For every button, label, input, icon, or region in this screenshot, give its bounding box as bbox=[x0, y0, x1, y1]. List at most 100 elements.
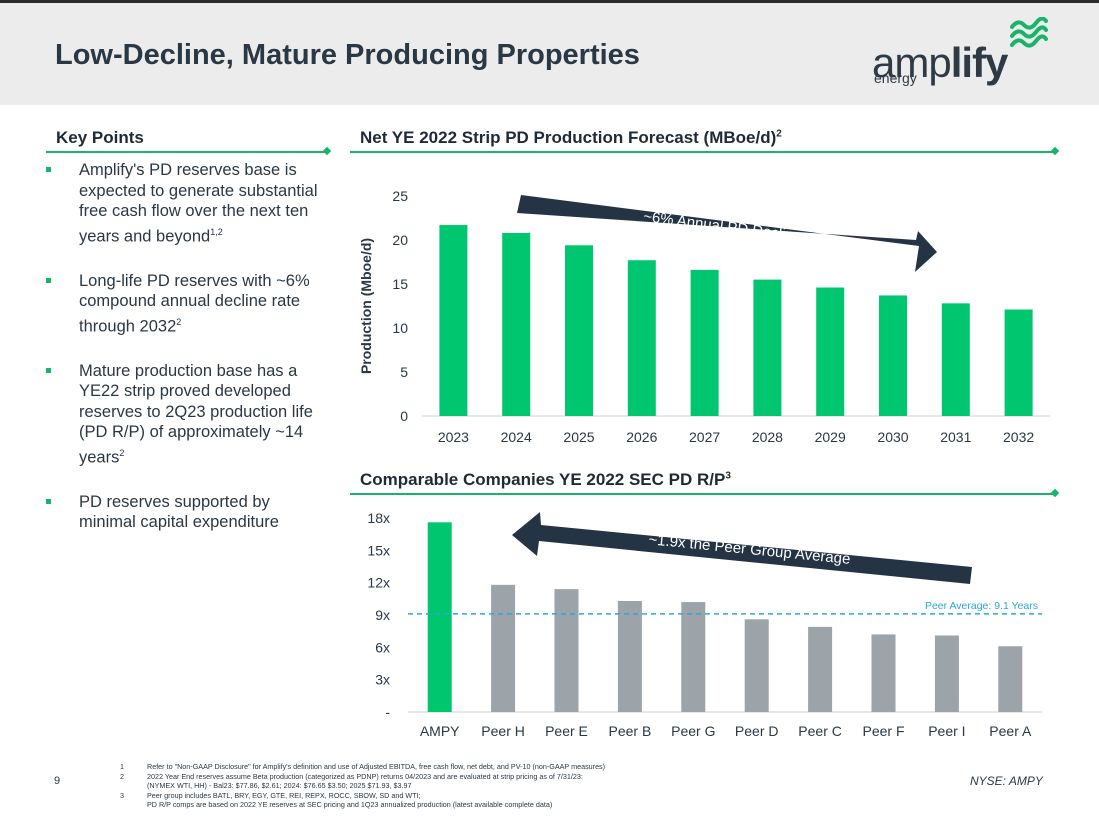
chart2-bar bbox=[491, 584, 516, 712]
footnote-number: 3 bbox=[120, 790, 124, 800]
chart2-y-tick-label: - bbox=[385, 704, 390, 720]
key-points-heading: Key Points bbox=[56, 128, 144, 147]
waves-icon bbox=[1010, 17, 1048, 48]
chart1-x-tick-label: 2028 bbox=[752, 429, 783, 445]
chart2-bar bbox=[617, 600, 642, 712]
chart1-y-tick-label: 10 bbox=[392, 320, 408, 336]
chart1-bar bbox=[690, 269, 719, 416]
bullet-marker bbox=[46, 167, 51, 172]
logo-word-bold: lify bbox=[950, 39, 1009, 86]
chart1-x-tick-label: 2025 bbox=[563, 429, 594, 445]
chart2-bar bbox=[871, 634, 896, 712]
footnote-line: 3 Peer group includes BATL, BRY, EGY, GTE… bbox=[120, 791, 605, 801]
chart2-bar bbox=[808, 626, 833, 712]
chart2-x-tick-label: Peer E bbox=[545, 723, 588, 739]
key-point-item: Mature production base has a YE22 strip … bbox=[46, 361, 326, 468]
page-title: Low-Decline, Mature Producing Properties bbox=[55, 39, 640, 71]
chart2-x-tick-label: Peer C bbox=[798, 723, 842, 739]
bullet-marker bbox=[46, 498, 51, 504]
chart2-x-tick-label: Peer B bbox=[608, 723, 651, 739]
chart1-heading-text: Net YE 2022 Strip PD Production Forecast… bbox=[360, 128, 777, 147]
chart2-y-tick-label: 6x bbox=[375, 639, 390, 655]
chart2-x-tick-label: Peer F bbox=[862, 723, 904, 739]
footnote-text: 2022 Year End reserves assume Beta produ… bbox=[147, 771, 583, 781]
key-point-text: Mature production base has a YE22 strip … bbox=[79, 361, 313, 467]
chart2-x-tick-label: AMPY bbox=[420, 723, 460, 739]
logo-wordmark: amplify bbox=[872, 39, 1009, 87]
footnotes: 1 Refer to "Non-GAAP Disclosure" for Ampl… bbox=[120, 762, 605, 810]
ticker-label: NYSE: AMPY bbox=[970, 774, 1043, 788]
chart1-bar bbox=[879, 295, 907, 416]
footnote-number bbox=[120, 781, 147, 791]
key-point-item: Amplify's PD reserves base is expected t… bbox=[46, 160, 326, 247]
chart1-rule bbox=[350, 146, 1060, 156]
chart1-x-tick-label: 2032 bbox=[1003, 429, 1034, 445]
chart1-x-tick-label: 2027 bbox=[689, 429, 720, 445]
chart1-annotation: ~6% Annual PD Decline bbox=[642, 208, 803, 245]
key-point-footnote-ref: 2 bbox=[176, 316, 182, 327]
key-points-rule bbox=[46, 146, 332, 156]
bullet-marker bbox=[46, 367, 51, 373]
chart1-bar bbox=[1004, 309, 1033, 416]
key-point-footnote-ref: 2 bbox=[119, 447, 125, 458]
chart1-y-tick-label: 5 bbox=[400, 364, 408, 380]
chart1-x-tick-label: 2026 bbox=[626, 429, 657, 445]
chart2-x-tick-label: Peer G bbox=[671, 723, 715, 739]
chart2-bar bbox=[681, 602, 706, 712]
key-point-item: Long-life PD reserves with ~6% compound … bbox=[46, 271, 326, 337]
chart1-y-tick-label: 15 bbox=[392, 276, 408, 292]
chart1-y-tick-label: 25 bbox=[392, 188, 408, 204]
chart1-heading-sup: 2 bbox=[776, 128, 782, 140]
chart1-y-tick-label: 0 bbox=[400, 408, 408, 424]
chart1-bar bbox=[627, 260, 656, 416]
chart2-y-tick-label: 18x bbox=[367, 510, 390, 526]
footnote-text: Peer group includes BATL, BRY, EGY, GTE,… bbox=[147, 790, 421, 800]
decline-arrow-icon bbox=[517, 195, 937, 272]
chart2-x-tick-label: Peer I bbox=[928, 723, 965, 739]
footnote-text: (NYMEX WTI, HH) - Bal23: $77.86, $2.61; … bbox=[147, 781, 412, 791]
chart1-y-axis-label: Production (Mboe/d) bbox=[358, 238, 374, 374]
footnote-line: PD R/P comps are based on 2022 YE reserv… bbox=[120, 800, 605, 810]
chart1-bar bbox=[816, 287, 845, 416]
peer-average-label: Peer Average: 9.1 Years bbox=[925, 600, 1038, 612]
key-point-text: Long-life PD reserves with ~6% compound … bbox=[79, 271, 310, 336]
footnote-number: 1 bbox=[120, 762, 124, 771]
chart1-bar bbox=[941, 303, 970, 416]
chart2-rule bbox=[350, 488, 1060, 498]
chart1-heading: Net YE 2022 Strip PD Production Forecast… bbox=[360, 128, 782, 148]
key-point-text: Amplify's PD reserves base is expected t… bbox=[79, 161, 318, 245]
chart2-bar bbox=[934, 635, 959, 712]
chart2-y-tick-label: 15x bbox=[367, 542, 390, 558]
footnote-text: PD R/P comps are based on 2022 YE reserv… bbox=[147, 800, 553, 810]
chart2-bar bbox=[998, 646, 1023, 712]
footnote-line: 1 Refer to "Non-GAAP Disclosure" for Ampl… bbox=[120, 762, 605, 772]
logo-word-light: amp bbox=[872, 39, 952, 86]
logo-subtitle: energy bbox=[874, 70, 917, 86]
peer-arrow-icon bbox=[512, 512, 972, 584]
chart1-x-tick-label: 2030 bbox=[877, 429, 908, 445]
key-points-list: Amplify's PD reserves base is expected t… bbox=[46, 160, 326, 557]
footnote-number: 2 bbox=[120, 771, 124, 781]
footnote-line: (NYMEX WTI, HH) - Bal23: $77.86, $2.61; … bbox=[120, 781, 605, 791]
chart1-bar bbox=[565, 245, 593, 416]
chart1-x-tick-label: 2031 bbox=[940, 429, 971, 445]
chart1-bar bbox=[753, 279, 782, 416]
key-point-text: PD reserves supported by minimal capital… bbox=[79, 492, 279, 532]
chart2-heading-sup: 3 bbox=[725, 470, 731, 482]
chart2-x-tick-label: Peer H bbox=[481, 723, 525, 739]
chart1-x-tick-label: 2024 bbox=[501, 429, 532, 445]
footnote-line: 2 2022 Year End reserves assume Beta prod… bbox=[120, 772, 605, 782]
chart2-bar bbox=[744, 619, 769, 712]
page-number: 9 bbox=[54, 775, 61, 787]
chart2-bar bbox=[554, 589, 579, 712]
slide-header: Low-Decline, Mature Producing Properties… bbox=[0, 3, 1099, 105]
top-border bbox=[0, 0, 1099, 3]
chart2-heading-text: Comparable Companies YE 2022 SEC PD R/P bbox=[360, 470, 726, 489]
chart2-heading: Comparable Companies YE 2022 SEC PD R/P3 bbox=[360, 470, 731, 490]
chart2-annotation: ~1.9x the Peer Group Average bbox=[648, 531, 851, 568]
chart2-y-tick-label: 3x bbox=[375, 672, 390, 688]
bullet-marker bbox=[46, 277, 51, 283]
key-point-footnote-ref: 1,2 bbox=[210, 226, 223, 237]
chart1-x-tick-label: 2029 bbox=[815, 429, 846, 445]
